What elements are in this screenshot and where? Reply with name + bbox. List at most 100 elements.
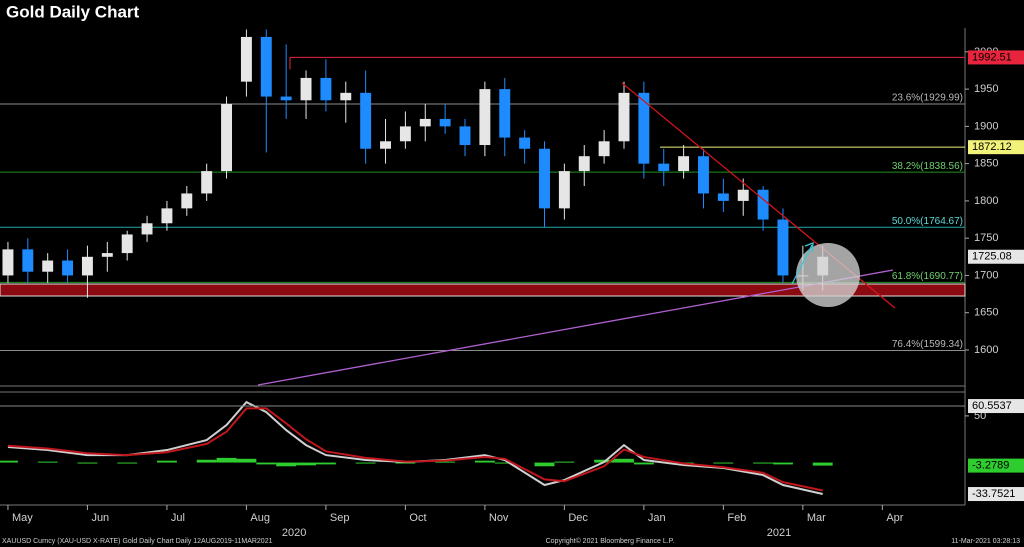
candle-body [380, 141, 391, 149]
y-tick-label: 1750 [974, 232, 998, 244]
price-marker-label: 1725.08 [972, 251, 1012, 263]
support-zone [0, 283, 966, 297]
candle-body [757, 189, 769, 220]
x-tick-label: Jun [91, 512, 109, 524]
candle-body [161, 208, 173, 224]
candle-body [499, 89, 511, 138]
histogram-bar [0, 460, 18, 463]
y-tick-label: 1700 [974, 269, 998, 281]
x-tick-label: Oct [409, 512, 426, 524]
histogram-bar [534, 462, 555, 467]
x-tick-label: Mar [807, 512, 826, 524]
candle-body [240, 36, 252, 82]
fib-label: 76.4%(1599.34) [892, 339, 963, 350]
x-tick-label: Apr [886, 512, 903, 524]
histogram-bar [554, 461, 575, 463]
arrow [791, 244, 813, 285]
histogram-bar [256, 462, 277, 465]
chart-title: Gold Daily Chart [6, 2, 140, 21]
histogram-bar [355, 462, 376, 464]
candle-body [737, 189, 749, 201]
x-tick-label: Nov [489, 512, 509, 524]
candle-body [121, 234, 133, 254]
x-tick-label: Jan [648, 512, 666, 524]
candle-body [280, 96, 292, 101]
candle-body [678, 156, 690, 172]
value-marker [968, 458, 1024, 473]
value-marker-label: -3.2789 [972, 460, 1009, 472]
candle-body [578, 156, 590, 172]
value-marker-label: 60.5537 [972, 400, 1012, 412]
y-tick-label: 1800 [974, 195, 998, 207]
histogram-bar [236, 458, 257, 463]
x-tick-label: Dec [568, 512, 588, 524]
candle-body [201, 171, 213, 194]
footer-left: XAUUSD Curncy (XAU-USD X-RATE) Gold Dail… [2, 538, 273, 545]
histogram-bar [713, 462, 734, 464]
candle-body [638, 92, 650, 164]
year-label: 2020 [282, 527, 306, 539]
histogram-bar [474, 460, 495, 463]
histogram-bar [196, 459, 217, 463]
fib-label: 61.8%(1690.77) [892, 271, 963, 282]
value-marker-label: -33.7521 [972, 488, 1015, 500]
candle-body [717, 193, 729, 201]
price-marker-label: 1872.12 [972, 141, 1012, 153]
candle-body [598, 141, 610, 157]
candle-body [221, 104, 233, 172]
year-label: 2021 [767, 527, 791, 539]
candle-body [618, 92, 630, 142]
highlight-circle [796, 243, 860, 307]
histogram-bar [435, 461, 456, 463]
indicator-line [7, 407, 823, 492]
price-marker-label: 1992.51 [972, 51, 1012, 63]
y-tick-label: 1850 [974, 158, 998, 170]
candle-body [419, 118, 431, 127]
x-tick-label: Jul [171, 512, 185, 524]
candle-body [658, 163, 670, 172]
histogram-bar [773, 462, 793, 465]
candle-body [698, 156, 709, 194]
fib-label: 50.0%(1764.67) [892, 216, 963, 227]
support-trendline [257, 269, 894, 386]
candle-body [101, 253, 113, 257]
arrow-head [804, 242, 814, 253]
y-tick-label: 1950 [974, 83, 998, 95]
y-tick-label: 1600 [974, 344, 998, 356]
value-marker [968, 399, 1024, 414]
candle-body [439, 118, 451, 127]
histogram-bar [37, 461, 58, 463]
candle-body [2, 249, 14, 276]
price-marker [968, 249, 1024, 264]
histogram-bar [156, 460, 177, 463]
x-tick-label: Feb [727, 512, 746, 524]
histogram-bar [117, 462, 138, 464]
candle-body [360, 92, 372, 149]
histogram-bar [633, 462, 654, 465]
x-tick-label: Aug [250, 512, 270, 524]
candle-body [777, 219, 789, 276]
price-marker [968, 140, 1024, 155]
fib-label: 38.2%(1838.56) [892, 161, 963, 172]
x-tick-label: Sep [330, 512, 350, 524]
candle-body [81, 256, 93, 276]
footer-center: Copyright© 2021 Bloomberg Finance L.P. [546, 537, 675, 545]
fib-label: 23.6%(1929.99) [892, 93, 963, 104]
candle-body [519, 137, 531, 149]
candle-body [399, 126, 411, 142]
candle-body [141, 223, 153, 235]
candle-body [459, 126, 471, 146]
histogram-bar [77, 462, 98, 464]
price-marker [968, 50, 1024, 65]
histogram-bar [812, 462, 833, 466]
candle-body [340, 92, 352, 101]
candle-body [22, 249, 34, 272]
x-tick-label: May [12, 512, 33, 524]
candle-body [260, 36, 272, 97]
candle-body [479, 89, 491, 146]
candle-body [181, 193, 193, 209]
histogram-bar [494, 462, 515, 464]
y-tick-label: 1900 [974, 120, 998, 132]
candle-body [558, 171, 570, 209]
